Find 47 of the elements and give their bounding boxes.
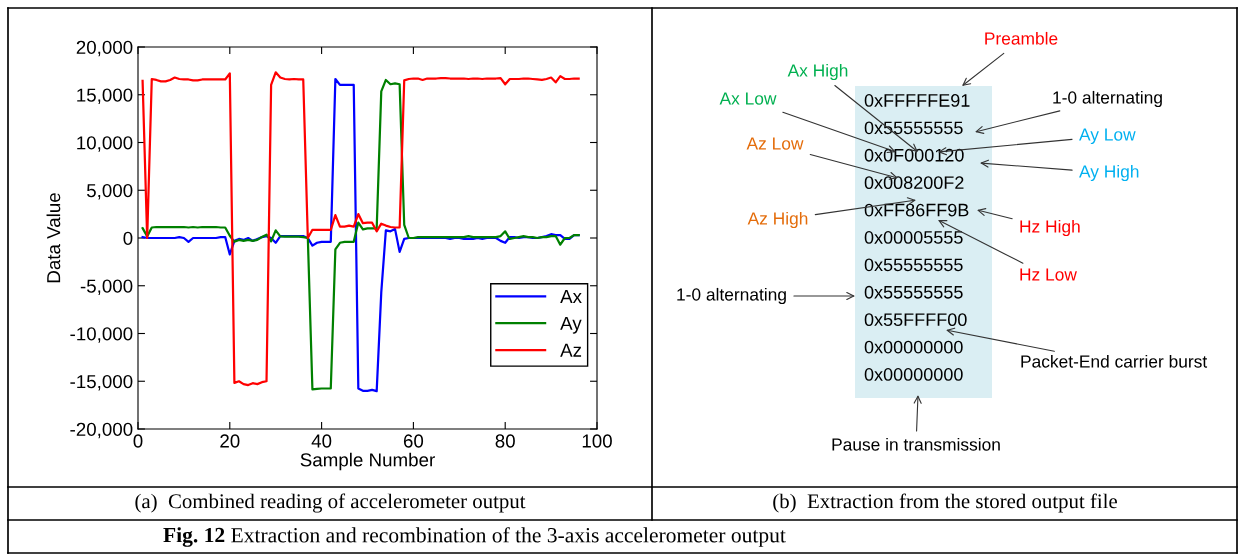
text: Ax High: [787, 63, 848, 81]
text: Ay High: [1079, 164, 1139, 182]
y-tick-label: 20,000: [76, 40, 133, 57]
text: 1-0 alternating: [1053, 90, 1162, 108]
text: 0x55555555: [864, 258, 963, 272]
text: Preamble: [985, 31, 1058, 45]
text: Ax Low: [719, 92, 777, 105]
text: (b) Extraction from the stored output file: [773, 493, 1117, 513]
text: (a) Combined reading of accelerometer output: [135, 493, 526, 513]
text: 0xFFFFFE91: [864, 94, 970, 107]
text: Hz Low: [1020, 268, 1077, 281]
text: 0x55555555: [864, 285, 963, 299]
y-tick-label: -20,000: [70, 422, 133, 439]
legend-label: Ax: [560, 290, 582, 303]
text: 0xFF86FF9B: [864, 203, 969, 217]
y-tick-label: 15,000: [77, 88, 133, 104]
text: 0x00000000: [864, 340, 963, 354]
y-tick-label: -15,000: [70, 374, 133, 391]
x-tick-label: 60: [403, 434, 424, 448]
text: 0x00000000: [864, 368, 963, 381]
y-tick-label: -5,000: [80, 279, 133, 295]
text: Pause in transmission: [832, 437, 1000, 451]
y-tick-label: 5,000: [86, 183, 133, 200]
text: 0x55FFFF00: [864, 313, 967, 327]
x-tick-label: 100: [582, 434, 612, 448]
legend-label: Az: [560, 343, 582, 357]
y-tick-label: -10,000: [70, 327, 133, 343]
y-tick-label: 0: [123, 231, 133, 245]
text: 1-0 alternating: [677, 287, 786, 305]
y-axis-title: Data Value: [46, 193, 61, 283]
text: Az High: [747, 211, 808, 229]
text: Az Low: [746, 137, 804, 150]
text: 0x0F000120: [864, 148, 964, 162]
x-tick-label: 0: [133, 434, 143, 448]
text: Packet-End carrier burst: [1021, 354, 1208, 368]
legend-label: Ay: [560, 316, 582, 334]
text: Hz High: [1020, 219, 1080, 237]
text: 0x00005555: [864, 231, 963, 244]
x-tick-label: 40: [311, 434, 332, 448]
x-axis-title: Sample Number: [300, 452, 435, 471]
text: Extraction and recombination of the 3-axis accelerometer output: [231, 527, 786, 547]
y-tick-label: 10,000: [77, 136, 133, 152]
caption: Fig. 12: [163, 527, 225, 547]
x-tick-label: 20: [220, 434, 240, 448]
text: 0x008200F2: [864, 176, 964, 190]
text: Ay Low: [1079, 128, 1136, 145]
x-tick-label: 80: [495, 434, 515, 448]
